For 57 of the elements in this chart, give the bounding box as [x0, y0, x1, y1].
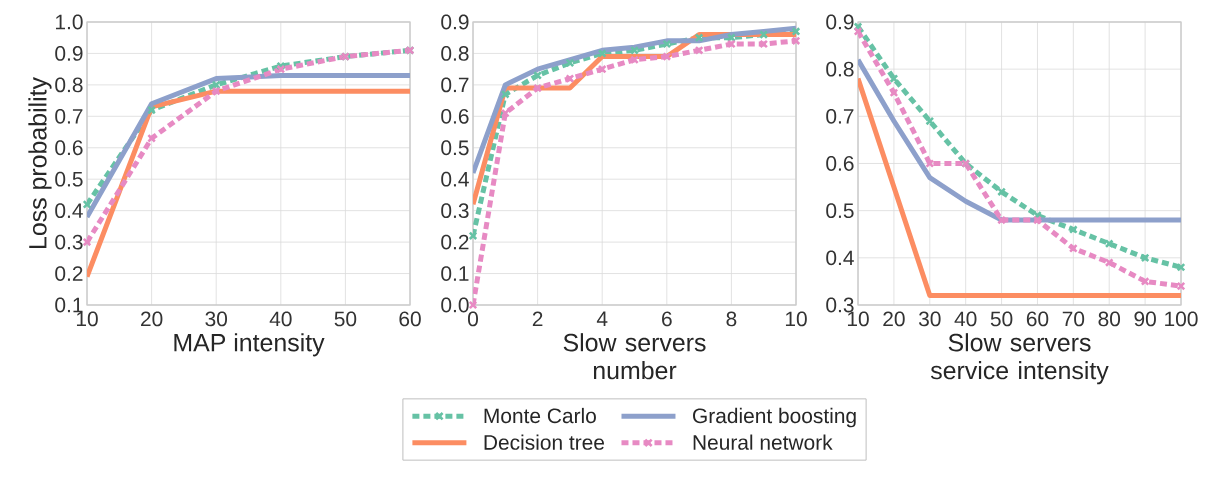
y-tick-label: 0.7	[55, 108, 83, 124]
y-tick-label: 0.8	[55, 77, 83, 93]
x-tick-label: 80	[1098, 311, 1121, 327]
y-tick-label: 0.8	[826, 61, 854, 77]
y-tick-label: 0.3	[55, 234, 83, 250]
y-axis-title: Loss probability	[28, 77, 52, 248]
y-tick-label: 0.4	[826, 250, 854, 266]
x-tick-label: 60	[399, 311, 421, 327]
y-tick-label: 0.0	[441, 297, 469, 313]
legend-label: Neural network	[693, 434, 833, 450]
x-tick-label: 50	[334, 311, 357, 327]
x-tick-label: 6	[662, 311, 672, 327]
x-axis-title: Slow servers service intensity	[930, 333, 1109, 385]
x-tick-label: 40	[269, 311, 292, 327]
y-tick-label: 0.3	[826, 297, 854, 313]
x-tick-label: 20	[883, 311, 905, 327]
legend-label: Monte Carlo	[484, 407, 596, 424]
x-tick-label: 4	[596, 311, 608, 326]
y-tick-label: 0.2	[441, 234, 469, 250]
y-tick-label: 1.0	[56, 14, 83, 30]
y-tick-label: 0.9	[826, 14, 854, 30]
y-tick-label: 0.3	[441, 203, 469, 219]
x-tick-label: 8	[726, 311, 737, 327]
y-tick-label: 0.1	[55, 297, 83, 313]
x-tick-label: 30	[205, 311, 228, 327]
y-tick-label: 0.5	[441, 140, 469, 156]
x-axis-title: MAP intensity	[174, 333, 325, 357]
x-tick-label: 10	[847, 311, 869, 327]
y-tick-label: 0.7	[826, 108, 854, 124]
y-tick-label: 0.8	[441, 46, 469, 61]
y-tick-label: 0.6	[441, 108, 469, 124]
y-tick-label: 0.5	[55, 171, 83, 187]
legend-label: Decision tree	[484, 434, 605, 450]
y-tick-label: 0.6	[55, 140, 83, 156]
x-tick-label: 90	[1134, 311, 1156, 327]
x-tick-label: 70	[1062, 311, 1085, 327]
y-tick-label: 0.5	[826, 203, 854, 219]
x-tick-label: 100	[1165, 311, 1198, 327]
x-tick-label: 40	[954, 311, 977, 327]
x-tick-label: 30	[918, 311, 941, 327]
x-tick-label: 60	[1026, 311, 1049, 327]
x-tick-label: 10	[76, 311, 98, 327]
x-axis-title: Slow servers number	[563, 333, 706, 380]
y-tick-label: 0.6	[826, 156, 854, 171]
x-tick-label: 2	[532, 311, 543, 327]
x-tick-label: 10	[785, 311, 807, 327]
y-tick-label: 0.7	[441, 77, 469, 93]
y-tick-label: 0.9	[55, 46, 83, 61]
x-tick-label: 20	[141, 311, 163, 327]
y-tick-label: 0.1	[441, 266, 469, 281]
x-tick-label: 50	[990, 311, 1013, 327]
y-tick-label: 0.2	[55, 266, 83, 281]
legend-label: Gradient boosting	[693, 407, 856, 428]
x-tick-label: 0	[468, 311, 479, 327]
y-tick-label: 0.9	[441, 14, 469, 30]
y-tick-label: 0.4	[441, 171, 469, 187]
y-tick-label: 0.4	[55, 203, 83, 219]
